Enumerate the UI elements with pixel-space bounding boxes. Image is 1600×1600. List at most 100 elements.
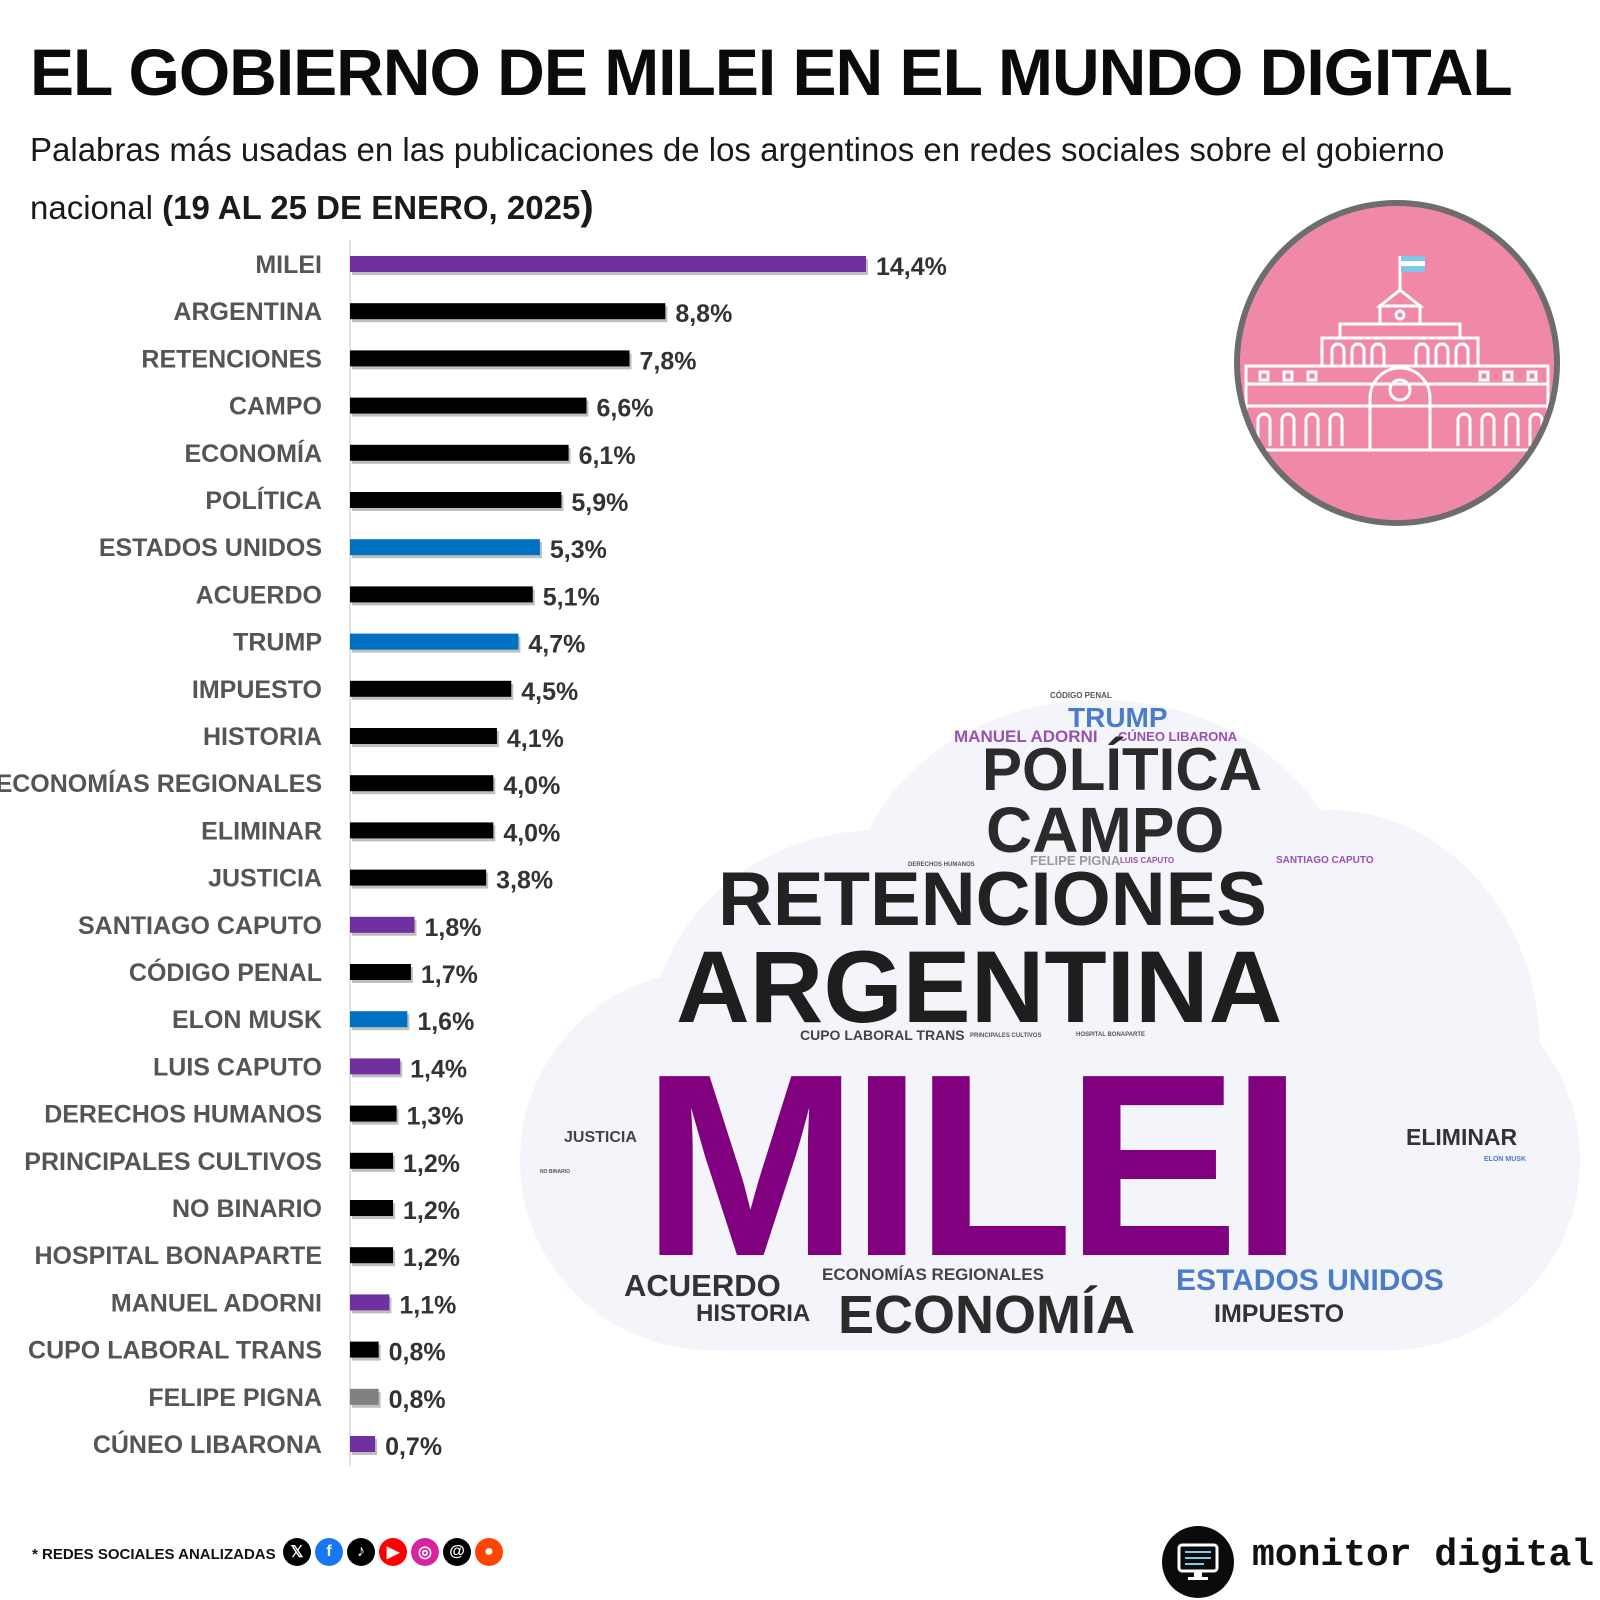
cloud-word: CÚNEO LIBARONA xyxy=(1118,729,1238,744)
bar xyxy=(350,444,569,461)
cloud-word: ARGENTINA xyxy=(676,930,1283,1044)
cloud-word: POLÍTICA xyxy=(982,736,1262,803)
cloud-word: CAMPO xyxy=(986,794,1225,866)
cloud-word: RETENCIONES xyxy=(718,857,1267,942)
value-label: 4,1% xyxy=(507,725,564,753)
cloud-word: ESTADOS UNIDOS xyxy=(1176,1264,1444,1297)
bar xyxy=(350,256,866,272)
page-title: EL GOBIERNO DE MILEI EN EL MUNDO DIGITAL xyxy=(30,35,1513,109)
value-label: 5,3% xyxy=(550,536,607,564)
bar xyxy=(350,964,411,980)
value-label: 0,8% xyxy=(389,1339,446,1367)
building-icon xyxy=(1244,256,1550,452)
cloud-word: MANUEL ADORNI xyxy=(954,727,1098,746)
cloud-word: TRUMP xyxy=(1068,702,1168,733)
brand-name: monitor digital xyxy=(1252,1534,1595,1577)
bar xyxy=(350,397,587,414)
category-label: JUSTICIA xyxy=(208,865,322,893)
bar-chart: MILEI 14,4% ARGENTINA 8,8% RETENCIONES 7,8% CA… xyxy=(0,240,947,1466)
value-label: 4,7% xyxy=(528,631,585,659)
cloud-word: MILEI xyxy=(642,1021,1303,1311)
category-label: ECONOMÍAS REGIONALES xyxy=(0,769,322,798)
value-label: 6,1% xyxy=(579,442,636,470)
subtitle-text: Palabras más usadas en las publicaciones… xyxy=(30,131,1445,226)
category-label: FELIPE PIGNA xyxy=(148,1384,322,1412)
category-label: ECONOMÍA xyxy=(185,439,323,468)
category-label: SANTIAGO CAPUTO xyxy=(78,912,322,940)
value-label: 14,4% xyxy=(876,253,947,281)
cloud-word: SANTIAGO CAPUTO xyxy=(1276,855,1374,866)
category-label: CUPO LABORAL TRANS xyxy=(28,1337,322,1365)
category-label: CÓDIGO PENAL xyxy=(129,957,322,987)
value-label: 1,3% xyxy=(407,1103,464,1131)
value-label: 1,2% xyxy=(403,1197,460,1225)
category-label: MILEI xyxy=(255,251,322,279)
category-label: MANUEL ADORNI xyxy=(111,1289,322,1317)
cloud-word: ELIMINAR xyxy=(1406,1124,1518,1150)
cloud-word: ECONOMÍAS REGIONALES xyxy=(822,1265,1044,1284)
bar xyxy=(350,492,562,508)
category-label: POLÍTICA xyxy=(205,486,322,515)
cloud-word: DERECHOS HUMANOS xyxy=(908,862,975,868)
word-cloud: CÓDIGO PENAL TRUMP MANUEL ADORNI CÚNEO L… xyxy=(520,690,1580,1370)
bar xyxy=(350,1058,401,1075)
monitor-icon xyxy=(1177,1543,1219,1580)
date-range: (19 AL 25 DE ENERO, 2025 xyxy=(162,189,581,226)
value-label: 1,8% xyxy=(425,914,482,942)
cloud-word: HISTORIA xyxy=(696,1300,811,1327)
value-label: 0,7% xyxy=(385,1433,442,1461)
bar xyxy=(350,1436,376,1452)
value-label: 3,8% xyxy=(496,867,553,895)
category-label: TRUMP xyxy=(233,629,322,657)
value-label: 1,4% xyxy=(410,1055,467,1083)
bar xyxy=(350,303,666,320)
bar xyxy=(350,633,519,650)
category-label: HISTORIA xyxy=(203,723,322,751)
bar xyxy=(350,1200,393,1216)
cloud-word: NO BINARIO xyxy=(540,1169,570,1175)
bar xyxy=(350,1105,397,1122)
value-label: 4,5% xyxy=(521,678,578,706)
facebook-icon: f xyxy=(315,1538,343,1566)
value-label: 0,8% xyxy=(389,1386,446,1414)
cloud-shape xyxy=(1120,810,1540,1290)
category-label: ELON MUSK xyxy=(172,1006,322,1034)
bar xyxy=(350,916,415,933)
value-label: 5,1% xyxy=(543,583,600,611)
bar xyxy=(350,539,540,556)
bar xyxy=(350,822,494,839)
footer-note: * REDES SOCIALES ANALIZADAS xyxy=(32,1546,276,1563)
bar xyxy=(350,1294,390,1311)
bar xyxy=(350,680,512,697)
value-label: 1,7% xyxy=(421,961,478,989)
value-label: 1,6% xyxy=(417,1008,474,1036)
bar xyxy=(350,1011,408,1028)
value-label: 4,0% xyxy=(503,819,560,847)
youtube-icon: ▶ xyxy=(379,1538,407,1566)
bar xyxy=(350,1247,393,1264)
category-label: CAMPO xyxy=(229,393,322,421)
value-label: 1,2% xyxy=(403,1150,460,1178)
value-label: 6,6% xyxy=(597,395,654,423)
category-label: PRINCIPALES CULTIVOS xyxy=(24,1148,322,1176)
value-label: 7,8% xyxy=(640,347,697,375)
cloud-word: CUPO LABORAL TRANS xyxy=(800,1027,965,1043)
bar xyxy=(350,728,497,744)
cloud-word: ECONOMÍA xyxy=(838,1285,1135,1345)
category-label: DERECHOS HUMANOS xyxy=(44,1101,322,1129)
casa-rosada-emblem xyxy=(1234,200,1560,526)
cloud-word: ACUERDO xyxy=(624,1268,781,1303)
bar xyxy=(350,869,487,886)
category-label: RETENCIONES xyxy=(141,345,322,373)
cloud-word: PRINCIPALES CULTIVOS xyxy=(970,1033,1042,1039)
bar xyxy=(350,350,630,367)
category-label: ACUERDO xyxy=(196,581,322,609)
subtitle: Palabras más usadas en las publicaciones… xyxy=(30,122,1570,236)
value-label: 8,8% xyxy=(675,300,732,328)
category-label: ELIMINAR xyxy=(201,817,322,845)
threads-icon: @ xyxy=(443,1538,471,1566)
category-label: HOSPITAL BONAPARTE xyxy=(34,1242,322,1270)
category-label: CÚNEO LIBARONA xyxy=(93,1429,322,1459)
category-label: NO BINARIO xyxy=(172,1195,322,1223)
